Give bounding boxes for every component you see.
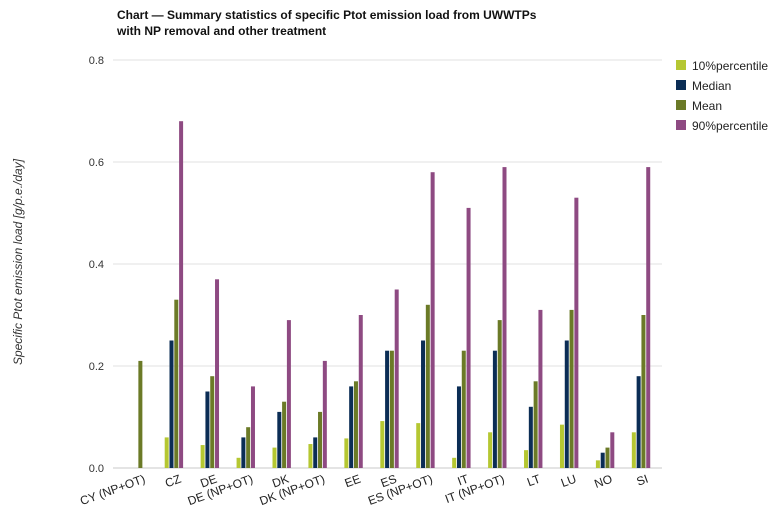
x-tick-label: ES (NP+OT) — [366, 472, 434, 508]
bar-mean — [318, 411, 323, 468]
bar-median — [385, 350, 390, 468]
bar-median — [241, 437, 246, 468]
bar-90-percentile — [646, 167, 651, 468]
bar-10-percentile — [164, 437, 169, 468]
x-tick-label: DE — [198, 472, 218, 491]
bar-90-percentile — [179, 121, 184, 468]
bar-median — [421, 340, 426, 468]
y-tick-label: 0.6 — [89, 157, 104, 169]
bar-median — [636, 376, 641, 468]
bar-median — [313, 437, 318, 468]
bar-median — [277, 411, 282, 468]
bar-mean — [389, 350, 394, 468]
legend-label: Mean — [692, 99, 722, 113]
bar-mean — [605, 447, 610, 468]
bar-10-percentile — [308, 444, 313, 468]
bar-10-percentile — [524, 450, 529, 468]
x-tick-label: SI — [635, 472, 650, 489]
bar-90-percentile — [250, 386, 255, 468]
bar-10-percentile — [559, 424, 564, 468]
bar-median — [349, 386, 354, 468]
y-axis-label: Specific Ptot emission load [g/p.e./day] — [11, 158, 25, 365]
bar-10-percentile — [236, 457, 241, 468]
bar-mean — [425, 304, 430, 468]
y-tick-label: 0.2 — [89, 361, 104, 373]
bar-10-percentile — [272, 447, 277, 468]
bar-90-percentile — [215, 279, 220, 468]
x-tick-label: DE (NP+OT) — [186, 472, 255, 509]
x-tick-label: DK (NP+OT) — [258, 472, 327, 509]
bar-90-percentile — [322, 360, 327, 468]
bar-mean — [210, 376, 215, 468]
bar-10-percentile — [452, 457, 457, 468]
x-tick-label: EE — [343, 472, 363, 491]
y-tick-label: 0.4 — [89, 259, 104, 271]
bar-median — [205, 391, 210, 468]
bar-mean — [533, 381, 538, 468]
chart-title: Chart — Summary statistics of specific P… — [117, 7, 637, 39]
bar-mean — [497, 320, 502, 468]
x-tick-label: NO — [592, 472, 614, 491]
bar-median — [492, 350, 497, 468]
legend-swatch — [676, 120, 686, 130]
bar-90-percentile — [502, 167, 507, 468]
x-tick-label: LT — [525, 471, 543, 489]
bar-90-percentile — [286, 320, 291, 468]
bar-10-percentile — [488, 432, 493, 468]
bar-90-percentile — [466, 207, 471, 468]
x-tick-label: LU — [559, 472, 578, 490]
chart-title-line-1: Chart — Summary statistics of specific P… — [117, 8, 537, 22]
bar-median — [528, 406, 533, 468]
legend-swatch — [676, 80, 686, 90]
x-tick-label: IT (NP+OT) — [443, 472, 506, 506]
x-tick-label: CY (NP+OT) — [78, 472, 147, 508]
legend-label: Median — [692, 79, 731, 93]
bar-90-percentile — [574, 197, 579, 468]
x-tick-label: CZ — [163, 472, 183, 491]
bar-area — [138, 121, 651, 468]
bar-mean — [138, 360, 143, 468]
bar-mean — [641, 315, 646, 468]
bar-mean — [246, 427, 251, 468]
bar-10-percentile — [631, 432, 636, 468]
legend-label: 90%percentile — [692, 119, 768, 133]
bar-median — [600, 452, 605, 468]
bar-90-percentile — [394, 289, 399, 468]
bar-mean — [461, 350, 466, 468]
bar-10-percentile — [416, 423, 421, 468]
bar-mean — [353, 381, 358, 468]
bar-10-percentile — [595, 460, 600, 468]
bar-mean — [282, 401, 287, 468]
chart-title-line-2: with NP removal and other treatment — [117, 24, 327, 38]
x-tick-label: ES — [379, 472, 399, 491]
y-tick-label: 0.0 — [89, 463, 104, 475]
legend-swatch — [676, 60, 686, 70]
bar-mean — [174, 299, 179, 468]
bar-mean — [569, 309, 574, 468]
bar-10-percentile — [344, 438, 349, 468]
bar-median — [169, 340, 174, 468]
bar-90-percentile — [538, 309, 543, 468]
bar-10-percentile — [200, 445, 205, 468]
bar-median — [456, 386, 461, 468]
bar-90-percentile — [358, 315, 363, 468]
legend-swatch — [676, 100, 686, 110]
bar-90-percentile — [430, 172, 435, 468]
legend-label: 10%percentile — [692, 59, 768, 73]
y-tick-label: 0.8 — [89, 55, 104, 67]
bar-10-percentile — [380, 421, 385, 468]
x-tick-label: DK — [270, 472, 290, 491]
bar-median — [564, 340, 569, 468]
y-tick-labels: 0.0 0.2 0.4 0.6 0.8 — [89, 55, 104, 475]
bar-90-percentile — [610, 432, 615, 468]
legend: 10%percentile Median Mean 90%percentile — [676, 59, 768, 133]
